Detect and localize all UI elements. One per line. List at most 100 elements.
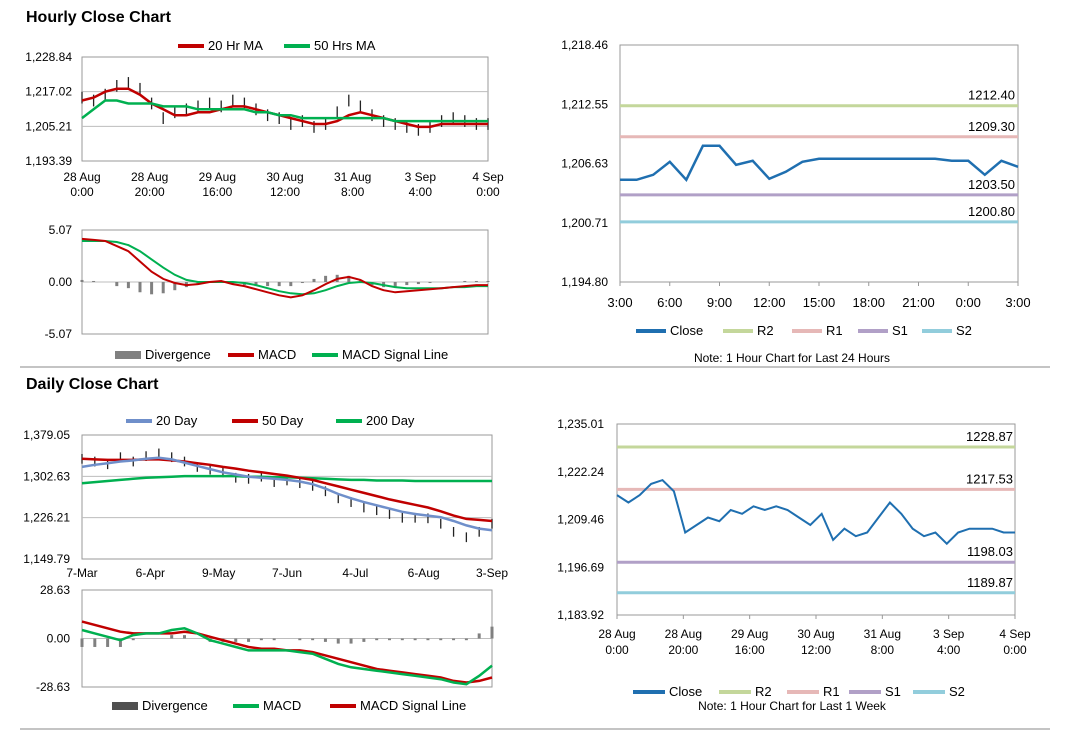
- hourly-price-x-tick-date: 4 Sep: [472, 170, 504, 184]
- hourly-price-y-tick: 1,217.02: [25, 85, 72, 99]
- weekly-s1-legend-label: S1: [885, 684, 901, 699]
- hourly-price-x-tick-time: 20:00: [135, 185, 165, 199]
- weekly-close-line: [616, 478, 1015, 546]
- hourly-divergence-legend-swatch: [115, 351, 141, 359]
- hourly-divergence-legend-label: Divergence: [145, 347, 211, 362]
- weekly-y-tick: 1,183.92: [557, 608, 604, 622]
- daily-price-y-tick: 1,379.05: [23, 428, 70, 442]
- hourly-price-x-tick-date: 30 Aug: [266, 170, 303, 184]
- hourly-price-x-tick-date: 3 Sep: [405, 170, 437, 184]
- weekly-x-tick-date: 28 Aug: [665, 627, 702, 641]
- hourly-macd-y-tick: -5.07: [45, 327, 73, 341]
- hourly-macd-y-tick: 5.07: [49, 223, 73, 237]
- hourly-50hr-ma-line: [81, 99, 488, 123]
- weekly-y-tick: 1,196.69: [557, 560, 604, 574]
- intraday-level-label-s2: 1200.80: [968, 204, 1015, 219]
- intraday-level-label-s1: 1203.50: [968, 177, 1015, 192]
- intraday-x-tick: 12:00: [753, 295, 786, 310]
- daily-macd-signal-line: [81, 620, 493, 684]
- intraday-y-tick: 1,200.71: [561, 216, 608, 230]
- weekly-y-tick: 1,222.24: [557, 465, 604, 479]
- daily-50day-legend-label: 50 Day: [262, 413, 304, 428]
- daily-macd-y-tick: 28.63: [40, 583, 70, 597]
- daily-20day-line: [81, 456, 493, 532]
- daily-macd-y-tick: 0.00: [47, 632, 71, 646]
- weekly-x-tick-time: 0:00: [1003, 643, 1027, 657]
- daily-price-x-tick: 9-May: [202, 566, 235, 580]
- daily-price-y-tick: 1,302.63: [23, 469, 70, 483]
- hourly-price-x-tick-time: 12:00: [270, 185, 300, 199]
- weekly-s2-legend-label: S2: [949, 684, 965, 699]
- daily-macd-legend-label: MACD: [263, 698, 301, 713]
- daily-50day-line: [81, 457, 493, 523]
- weekly-x-tick-date: 31 Aug: [864, 627, 901, 641]
- intraday-s2-legend-label: S2: [956, 323, 972, 338]
- hourly-price-x-tick-date: 28 Aug: [131, 170, 168, 184]
- intraday-y-tick: 1,212.55: [561, 97, 608, 111]
- hourly-price-x-tick-time: 16:00: [202, 185, 232, 199]
- hourly-price-x-tick-time: 0:00: [70, 185, 94, 199]
- daily-price-x-tick: 7-Mar: [66, 566, 97, 580]
- weekly-x-tick-time: 0:00: [605, 643, 629, 657]
- intraday-x-tick: 6:00: [657, 295, 682, 310]
- daily-price-x-tick: 3-Sep: [476, 566, 508, 580]
- daily-price-x-tick: 6-Apr: [136, 566, 165, 580]
- intraday-x-tick: 3:00: [1005, 295, 1030, 310]
- hourly-price-x-tick-date: 31 Aug: [334, 170, 371, 184]
- daily-divergence-legend-label: Divergence: [142, 698, 208, 713]
- daily-price-y-tick: 1,226.21: [23, 511, 70, 525]
- daily-price-frame: [81, 434, 493, 560]
- intraday-note: Note: 1 Hour Chart for Last 24 Hours: [694, 351, 890, 365]
- weekly-level-label-r2: 1228.87: [966, 429, 1013, 444]
- intraday-y-tick: 1,194.80: [561, 275, 608, 289]
- intraday-close-legend-label: Close: [670, 323, 703, 338]
- daily-macd-y-tick: -28.63: [36, 680, 70, 694]
- daily-20day-legend-label: 20 Day: [156, 413, 198, 428]
- weekly-y-tick: 1,235.01: [557, 417, 604, 431]
- intraday-level-label-r2: 1212.40: [968, 88, 1015, 103]
- weekly-r2-legend-label: R2: [755, 684, 772, 699]
- daily-price-x-tick: 4-Jul: [342, 566, 368, 580]
- intraday-y-tick: 1,206.63: [561, 157, 608, 171]
- daily-price-x-tick: 7-Jun: [272, 566, 302, 580]
- intraday-r1-legend-label: R1: [826, 323, 843, 338]
- intraday-close-line: [620, 144, 1019, 182]
- hourly-section-title: Hourly Close Chart: [26, 9, 172, 26]
- hourly-20hr-ma-line: [81, 87, 488, 129]
- weekly-level-label-s1: 1198.03: [967, 544, 1013, 559]
- weekly-y-tick: 1,209.46: [557, 513, 604, 527]
- weekly-x-tick-date: 4 Sep: [999, 627, 1031, 641]
- hourly-price-x-tick-date: 28 Aug: [63, 170, 100, 184]
- hourly-price-y-tick: 1,193.39: [25, 154, 72, 168]
- weekly-x-tick-time: 16:00: [735, 643, 765, 657]
- hourly-price-x-tick-time: 8:00: [341, 185, 365, 199]
- hourly-price-x-tick-time: 4:00: [409, 185, 433, 199]
- intraday-level-label-r1: 1209.30: [968, 119, 1015, 134]
- daily-section-title: Daily Close Chart: [26, 376, 159, 393]
- hourly-price-y-tick: 1,205.21: [25, 119, 72, 133]
- weekly-x-tick-time: 12:00: [801, 643, 831, 657]
- daily-macd-line: [81, 627, 493, 686]
- intraday-x-tick: 15:00: [803, 295, 836, 310]
- intraday-r2-legend-label: R2: [757, 323, 774, 338]
- hourly-price-frame: [81, 56, 489, 162]
- intraday-x-tick: 18:00: [852, 295, 885, 310]
- intraday-frame: [619, 44, 1019, 283]
- weekly-x-tick-time: 4:00: [937, 643, 961, 657]
- weekly-r1-legend-label: R1: [823, 684, 840, 699]
- daily-price-y-tick: 1,149.79: [23, 552, 70, 566]
- hourly-macd-line: [81, 237, 488, 299]
- weekly-x-tick-time: 20:00: [668, 643, 698, 657]
- intraday-x-tick: 3:00: [607, 295, 632, 310]
- hourly-20hr-ma-legend-label: 20 Hr MA: [208, 38, 263, 53]
- intraday-s1-legend-label: S1: [892, 323, 908, 338]
- weekly-close-legend-label: Close: [669, 684, 702, 699]
- intraday-x-tick: 21:00: [902, 295, 935, 310]
- weekly-level-label-r1: 1217.53: [966, 471, 1013, 486]
- hourly-macd-legend-label: MACD: [258, 347, 296, 362]
- hourly-price-x-tick-time: 0:00: [476, 185, 500, 199]
- daily-macd-signal-legend-label: MACD Signal Line: [360, 698, 466, 713]
- hourly-macd-signal-legend-label: MACD Signal Line: [342, 347, 448, 362]
- hourly-50hr-ma-legend-label: 50 Hrs MA: [314, 38, 376, 53]
